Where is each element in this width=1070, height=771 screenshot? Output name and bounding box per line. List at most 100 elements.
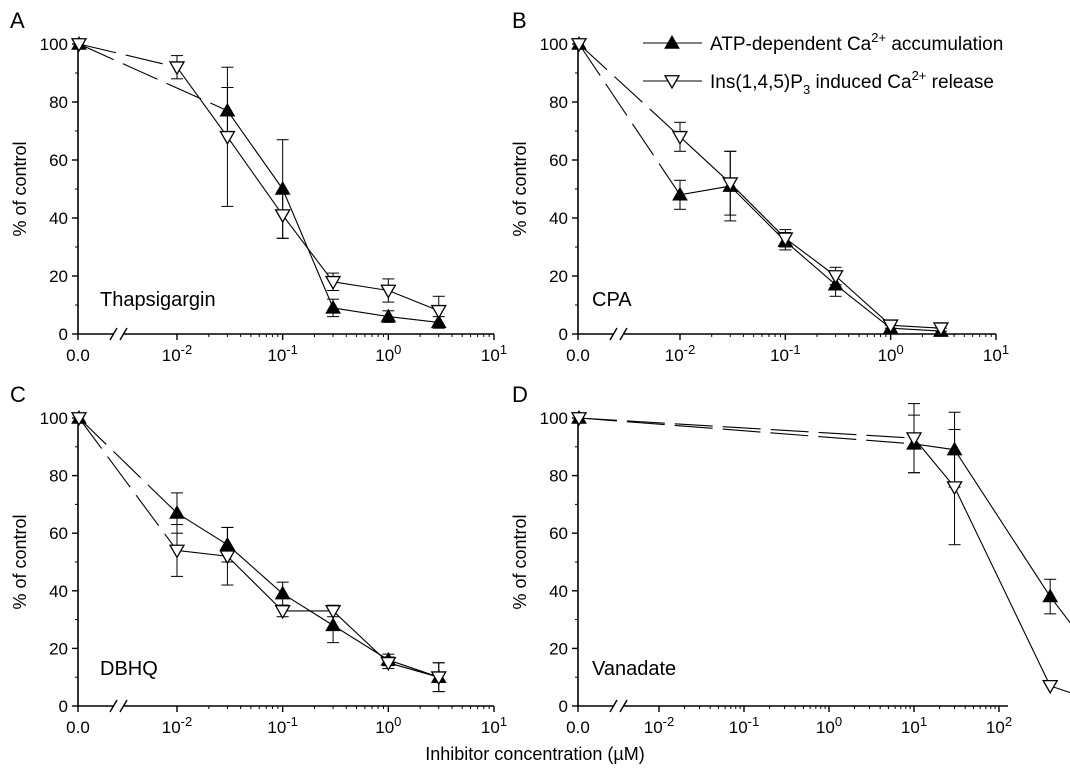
x-tick-base: 10 xyxy=(162,346,181,365)
y-tick-label: 0 xyxy=(59,325,68,344)
x-tick-base: 10 xyxy=(375,718,394,737)
y-axis-label: % of control xyxy=(10,514,30,609)
x-tick-base: 10 xyxy=(375,346,394,365)
x-tick-base: 10 xyxy=(267,346,286,365)
x-tick-base: 10 xyxy=(644,718,663,737)
data-point-ins xyxy=(905,432,923,447)
y-tick-label: 100 xyxy=(40,409,68,428)
legend-marker-atp xyxy=(664,34,680,49)
x-tick-exponent: -2 xyxy=(684,342,696,357)
x-tick-exponent: -2 xyxy=(181,342,193,357)
legend-entry-atp: ATP-dependent Ca2+ accumulation xyxy=(710,30,1003,55)
axis-break-mark xyxy=(109,699,118,713)
x-tick-label: 0.0 xyxy=(566,718,590,737)
data-point-ins xyxy=(70,38,88,53)
y-tick-label: 40 xyxy=(49,582,68,601)
data-point-ins xyxy=(219,550,236,565)
x-tick-exponent: 1 xyxy=(1002,342,1009,357)
y-tick-label: 100 xyxy=(540,409,568,428)
x-tick-base: 10 xyxy=(816,718,835,737)
series-line-ins xyxy=(1049,685,1070,694)
data-point-ins xyxy=(932,322,950,337)
y-tick-label: 100 xyxy=(40,35,68,54)
series-line-ins xyxy=(176,549,228,557)
x-tick-exponent: -1 xyxy=(286,714,298,729)
x-tick-base: 10 xyxy=(983,346,1002,365)
series-line-atp xyxy=(913,443,955,451)
x-tick-label: 10-2 xyxy=(644,714,674,737)
data-point-ins xyxy=(168,61,186,76)
y-tick-label: 60 xyxy=(549,524,568,543)
series-line-atp xyxy=(332,307,389,318)
data-point-ins xyxy=(882,319,899,334)
x-tick-exponent: 0 xyxy=(835,714,842,729)
series-line-ins xyxy=(227,555,284,612)
y-axis-label: % of control xyxy=(10,141,30,236)
axis-break-mark xyxy=(619,327,628,341)
series-line-ins xyxy=(332,610,389,664)
series-line-ins xyxy=(226,136,284,216)
data-point-ins xyxy=(430,304,447,320)
series-line-ins xyxy=(78,43,178,68)
y-tick-label: 40 xyxy=(549,209,568,228)
series-line-atp xyxy=(578,417,915,445)
y-tick-label: 0 xyxy=(559,325,568,344)
y-tick-label: 80 xyxy=(549,467,568,486)
x-tick-base: 10 xyxy=(986,718,1005,737)
y-tick-label: 80 xyxy=(549,93,568,112)
series-line-atp xyxy=(729,185,786,242)
x-tick-label: 102 xyxy=(986,714,1012,737)
y-tick-label: 80 xyxy=(49,467,68,486)
series-line-ins xyxy=(890,324,941,329)
series-line-atp xyxy=(954,449,1051,597)
y-axis-label: % of control xyxy=(510,141,530,236)
panel-title: Thapsigargin xyxy=(100,289,216,311)
x-tick-label: 10-1 xyxy=(770,342,800,365)
data-point-ins xyxy=(274,605,291,620)
y-tick-label: 0 xyxy=(59,697,68,716)
y-tick-label: 20 xyxy=(549,639,568,658)
legend-text-prefix: Ins(1,4,5)P xyxy=(710,72,803,93)
x-tick-label: 101 xyxy=(481,714,507,737)
legend-text-suffix: accumulation xyxy=(886,34,1003,55)
x-tick-base: 0.0 xyxy=(566,346,590,365)
series-line-ins xyxy=(282,214,334,283)
x-tick-base: 10 xyxy=(665,346,684,365)
x-tick-label: 10-2 xyxy=(162,714,192,737)
data-point-ins xyxy=(1042,679,1059,695)
y-tick-label: 60 xyxy=(49,151,68,170)
series-line-ins xyxy=(578,43,681,138)
series-line-ins xyxy=(729,182,786,239)
series-line-ins xyxy=(388,289,439,312)
panel-title: Vanadate xyxy=(592,658,676,680)
panel-letter: A xyxy=(10,8,25,33)
data-point-ins xyxy=(274,209,291,224)
series-line-atp xyxy=(78,417,178,514)
x-tick-label: 10-1 xyxy=(267,714,297,737)
data-point-ins xyxy=(671,130,689,146)
data-point-atp xyxy=(380,308,397,323)
x-tick-exponent: 0 xyxy=(394,714,401,729)
series-line-atp xyxy=(578,43,681,196)
x-tick-exponent: -2 xyxy=(181,714,193,729)
x-tick-label: 10-1 xyxy=(729,714,759,737)
data-point-ins xyxy=(70,412,88,427)
series-line-ins xyxy=(679,136,731,184)
series-line-ins xyxy=(78,417,178,551)
axis-break-mark xyxy=(109,327,118,341)
data-point-ins xyxy=(570,412,588,427)
x-tick-exponent: 1 xyxy=(500,342,507,357)
legend: ATP-dependent Ca2+ accumulation Ins(1,4,5… xyxy=(643,30,1003,97)
data-point-atp xyxy=(325,617,341,632)
x-tick-exponent: -1 xyxy=(286,342,298,357)
axis-break-mark xyxy=(609,699,618,713)
x-axis-label: Inhibitor concentration (µM) xyxy=(425,744,644,764)
y-tick-label: 60 xyxy=(549,151,568,170)
legend-superscript: 2+ xyxy=(912,68,927,83)
x-tick-label: 100 xyxy=(375,714,401,737)
legend-text-suffix: release xyxy=(926,72,994,93)
x-tick-base: 10 xyxy=(162,718,181,737)
series-line-ins xyxy=(176,66,228,138)
